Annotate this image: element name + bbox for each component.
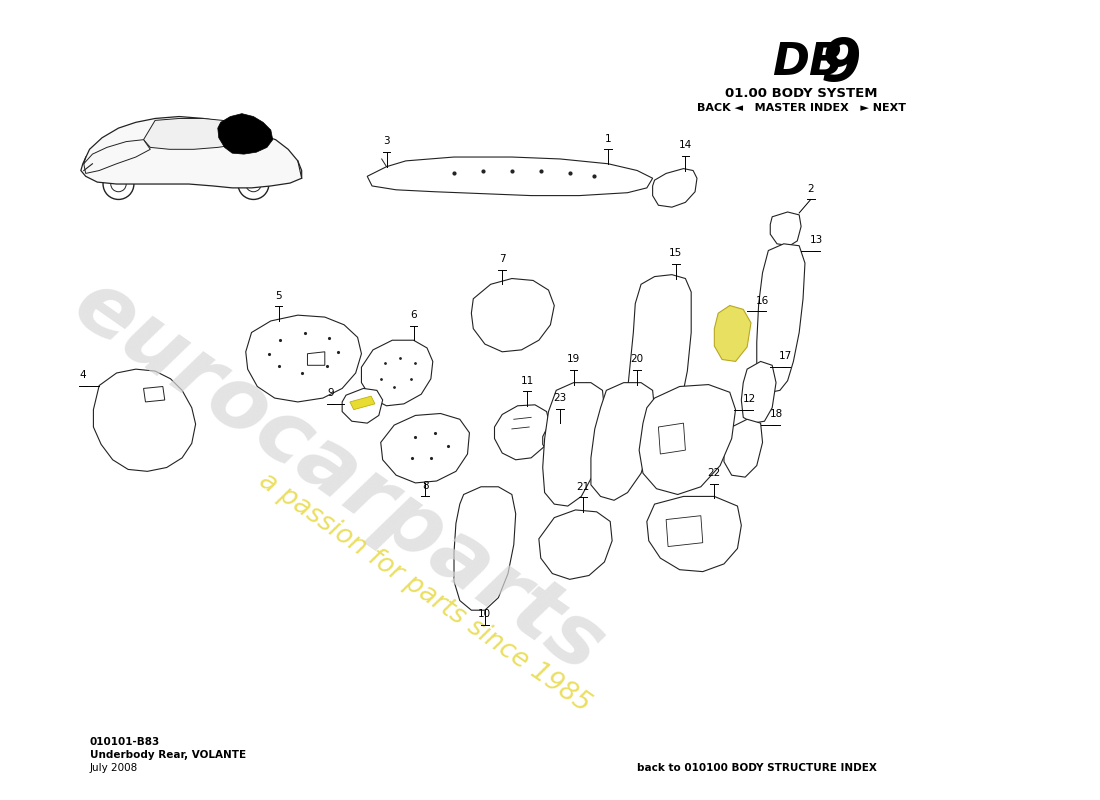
Polygon shape	[539, 510, 612, 579]
Polygon shape	[84, 140, 151, 174]
Text: July 2008: July 2008	[89, 762, 138, 773]
Polygon shape	[659, 423, 685, 454]
Polygon shape	[714, 306, 751, 362]
Polygon shape	[308, 352, 324, 366]
Text: 9: 9	[821, 35, 861, 93]
Text: 12: 12	[742, 394, 756, 404]
Text: 3: 3	[383, 137, 389, 146]
Polygon shape	[362, 340, 432, 406]
Polygon shape	[724, 419, 762, 477]
Text: 01.00 BODY SYSTEM: 01.00 BODY SYSTEM	[725, 86, 878, 100]
Text: 22: 22	[707, 468, 721, 478]
Text: 1: 1	[605, 134, 612, 143]
Polygon shape	[381, 414, 470, 483]
Text: 15: 15	[669, 248, 682, 258]
Text: 5: 5	[275, 290, 282, 301]
Text: 7: 7	[499, 254, 506, 264]
Text: BACK ◄   MASTER INDEX   ► NEXT: BACK ◄ MASTER INDEX ► NEXT	[696, 103, 905, 113]
Text: a passion for parts since 1985: a passion for parts since 1985	[254, 468, 596, 718]
Text: 11: 11	[520, 375, 534, 386]
Polygon shape	[367, 157, 652, 195]
Text: eurocarparts: eurocarparts	[57, 263, 619, 691]
Polygon shape	[454, 486, 516, 610]
Polygon shape	[542, 422, 580, 458]
Text: 8: 8	[421, 481, 428, 490]
Text: 9: 9	[328, 388, 334, 398]
Polygon shape	[757, 244, 805, 392]
Polygon shape	[94, 369, 196, 471]
Polygon shape	[81, 117, 301, 188]
Text: 17: 17	[779, 351, 792, 362]
Polygon shape	[667, 516, 703, 546]
Polygon shape	[472, 278, 554, 352]
Polygon shape	[652, 169, 697, 207]
Text: 010101-B83: 010101-B83	[89, 738, 160, 747]
Polygon shape	[143, 386, 165, 402]
Text: 14: 14	[679, 140, 692, 150]
Polygon shape	[770, 212, 801, 246]
Text: 4: 4	[79, 370, 86, 380]
Polygon shape	[741, 362, 776, 423]
Text: 20: 20	[630, 354, 644, 364]
Text: 13: 13	[810, 234, 823, 245]
Text: back to 010100 BODY STRUCTURE INDEX: back to 010100 BODY STRUCTURE INDEX	[637, 762, 877, 773]
Text: 10: 10	[478, 609, 492, 619]
Polygon shape	[639, 385, 736, 494]
Polygon shape	[350, 396, 375, 410]
Text: 2: 2	[807, 184, 814, 194]
Text: DB: DB	[772, 42, 843, 84]
Polygon shape	[218, 114, 273, 154]
Text: 6: 6	[410, 310, 417, 320]
Polygon shape	[245, 315, 362, 402]
Polygon shape	[647, 497, 741, 572]
Polygon shape	[495, 405, 550, 460]
Text: 21: 21	[576, 482, 590, 491]
Polygon shape	[624, 274, 691, 466]
Text: 23: 23	[553, 393, 566, 403]
Text: 18: 18	[769, 410, 783, 419]
Polygon shape	[143, 118, 245, 150]
Text: 16: 16	[756, 295, 769, 306]
Polygon shape	[591, 382, 654, 500]
Text: Underbody Rear, VOLANTE: Underbody Rear, VOLANTE	[89, 750, 245, 760]
Polygon shape	[342, 389, 383, 423]
Text: 19: 19	[566, 354, 580, 364]
Polygon shape	[542, 382, 604, 506]
